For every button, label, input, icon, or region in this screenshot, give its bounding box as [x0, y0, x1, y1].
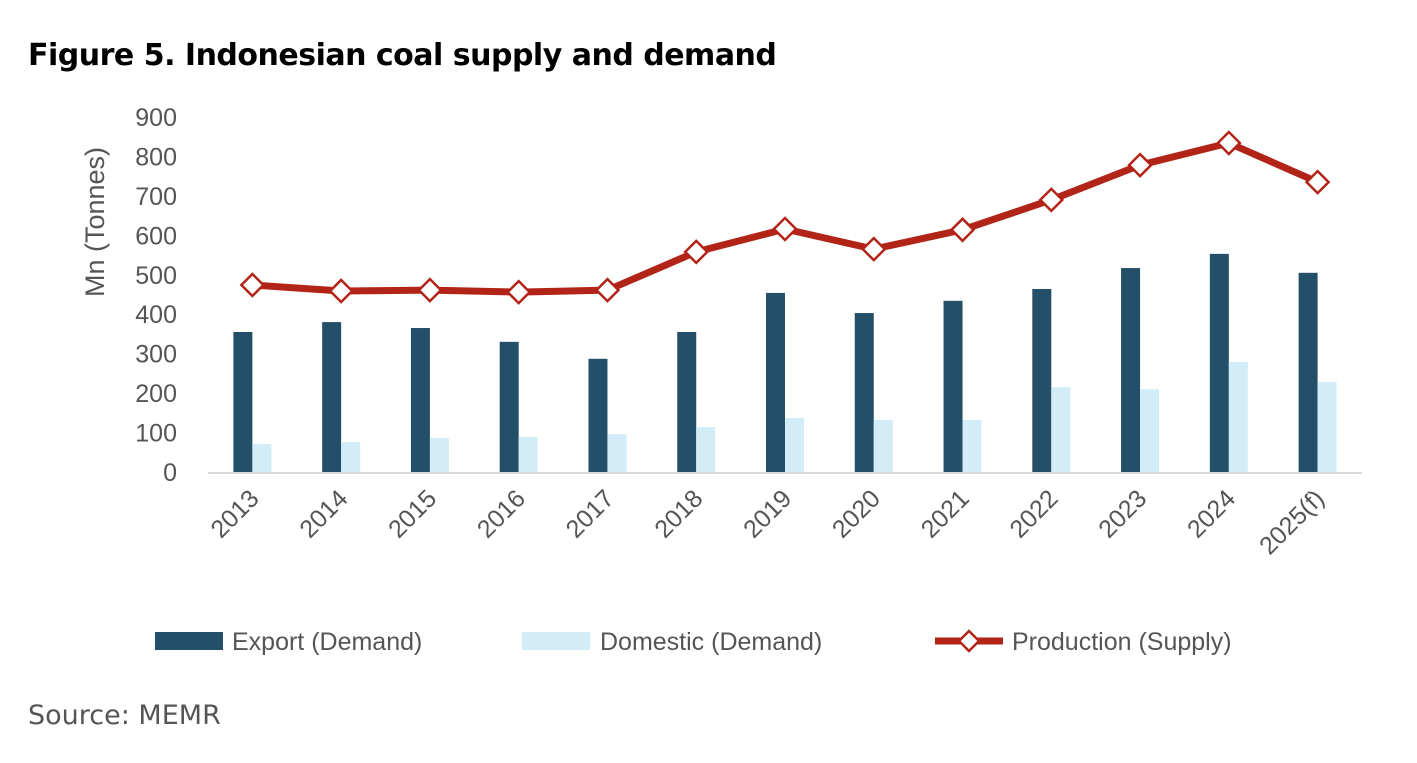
x-tick-label: 2022	[1004, 484, 1063, 543]
production-marker	[594, 277, 621, 303]
chart-title: Figure 5. Indonesian coal supply and dem…	[28, 38, 777, 73]
bar-domestic	[785, 417, 804, 472]
production-marker	[949, 217, 976, 243]
legend-swatch-export	[155, 632, 223, 650]
bar-export	[233, 331, 253, 472]
production-marker	[772, 216, 798, 242]
y-tick-label: 300	[135, 341, 177, 369]
y-axis-label: Mn (Tonnes)	[80, 147, 110, 297]
bar-export	[677, 331, 697, 472]
x-tick-label: 2013	[205, 484, 264, 543]
y-tick-label: 500	[135, 262, 177, 290]
production-marker	[328, 278, 354, 304]
x-tick-label: 2017	[561, 484, 620, 543]
bar-export	[1298, 272, 1318, 472]
production-marker	[1038, 187, 1065, 213]
production-marker	[417, 277, 443, 303]
bar-domestic	[607, 434, 627, 472]
bar-domestic	[873, 419, 893, 472]
x-tick-label: 2014	[294, 484, 353, 543]
bar-domestic	[1228, 361, 1248, 472]
production-marker	[1304, 169, 1331, 195]
y-tick-label: 400	[135, 301, 177, 329]
y-tick-label: 100	[135, 420, 177, 448]
bar-export	[322, 322, 342, 472]
bar-export	[854, 313, 874, 472]
x-tick-label: 2015	[383, 484, 442, 543]
bar-export	[1121, 268, 1141, 472]
production-marker	[239, 272, 266, 298]
bar-domestic	[252, 443, 272, 472]
y-tick-label: 200	[135, 380, 177, 408]
bar-domestic	[962, 419, 982, 472]
y-tick-label: 800	[135, 143, 177, 171]
bar-domestic	[696, 427, 716, 472]
y-tick-label: 600	[135, 222, 177, 250]
x-tick-label: 2019	[738, 484, 797, 543]
legend-marker-production	[957, 629, 981, 653]
bar-export	[766, 292, 785, 472]
bar-domestic	[1140, 389, 1160, 472]
legend-label-domestic: Domestic (Demand)	[600, 628, 822, 656]
bar-export	[1209, 253, 1229, 472]
bar-domestic	[1317, 382, 1337, 472]
legend-swatch-domestic	[522, 632, 590, 650]
legend-label-production: Production (Supply)	[1012, 628, 1232, 656]
y-tick-label: 700	[135, 183, 177, 211]
bar-domestic	[1051, 387, 1071, 472]
bar-export	[499, 341, 519, 472]
x-tick-label: 2021	[916, 484, 975, 543]
production-marker	[505, 279, 532, 305]
legend-label-export: Export (Demand)	[232, 628, 422, 656]
bar-domestic	[429, 438, 449, 472]
y-tick-label: 0	[163, 459, 177, 487]
bar-domestic	[341, 442, 361, 472]
x-tick-label: 2020	[827, 484, 886, 543]
x-tick-label: 2023	[1093, 484, 1152, 543]
y-tick-label: 900	[135, 104, 177, 132]
bar-export	[588, 358, 608, 472]
x-tick-label: 2024	[1182, 484, 1241, 543]
bar-domestic	[518, 436, 538, 472]
bar-export	[1032, 288, 1052, 472]
bar-export	[410, 328, 430, 472]
bar-export	[943, 300, 963, 472]
x-tick-label: 2018	[649, 484, 708, 543]
production-marker	[861, 236, 887, 262]
production-marker	[1216, 130, 1242, 156]
x-tick-label: 2016	[472, 484, 531, 543]
production-marker	[683, 239, 709, 265]
source-note: Source: MEMR	[28, 700, 221, 731]
production-marker	[1127, 152, 1153, 178]
x-tick-label: 2025(f)	[1254, 484, 1330, 560]
